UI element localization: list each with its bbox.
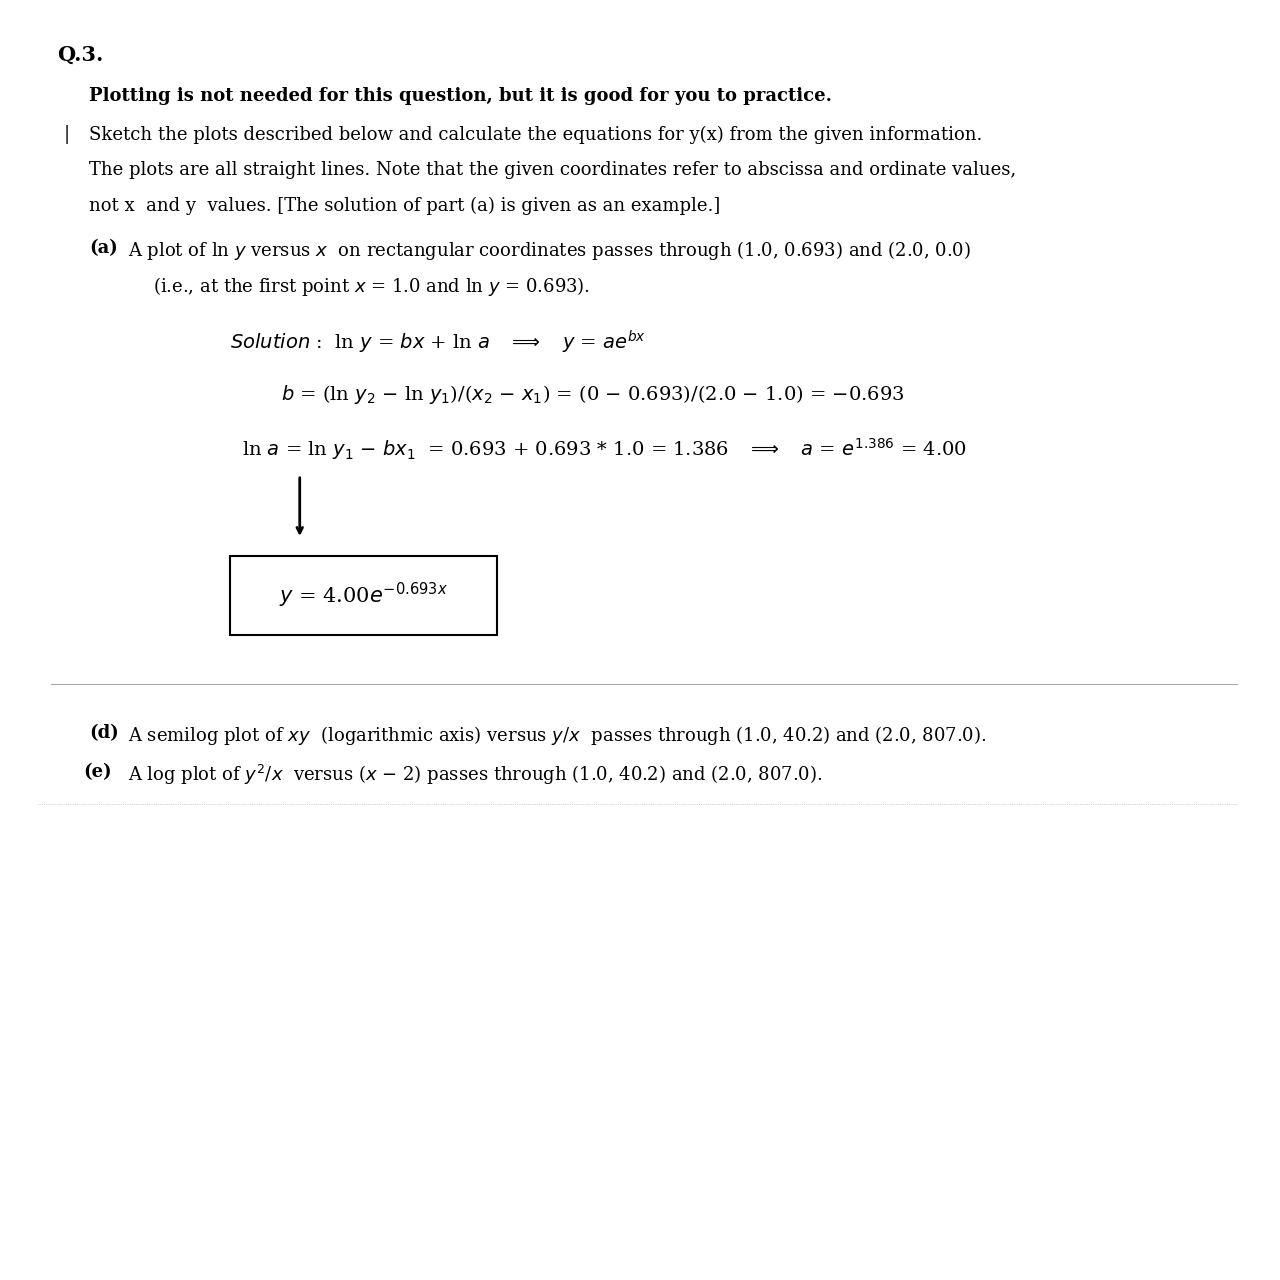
Text: A log plot of $y^2$/$x$  versus ($x$ $-$ 2) passes through (1.0, 40.2) and (2.0,: A log plot of $y^2$/$x$ versus ($x$ $-$ … <box>128 763 822 787</box>
FancyBboxPatch shape <box>229 556 498 635</box>
Text: The plots are all straight lines. Note that the given coordinates refer to absci: The plots are all straight lines. Note t… <box>90 161 1016 179</box>
Text: (d): (d) <box>90 724 119 742</box>
Text: $b$ = (ln $y_2$ $-$ ln $y_1$)/($x_2$ $-$ $x_1$) = (0 $-$ 0.693)/(2.0 $-$ 1.0) = : $b$ = (ln $y_2$ $-$ ln $y_1$)/($x_2$ $-$… <box>280 383 904 406</box>
Text: |: | <box>64 125 70 145</box>
Text: (i.e., at the first point $x$ = 1.0 and ln $y$ = 0.693).: (i.e., at the first point $x$ = 1.0 and … <box>154 275 590 298</box>
Text: A semilog plot of $xy$  (logarithmic axis) versus $y$/$x$  passes through (1.0, : A semilog plot of $xy$ (logarithmic axis… <box>128 724 986 748</box>
Text: Plotting is not needed for this question, but it is good for you to practice.: Plotting is not needed for this question… <box>90 87 832 105</box>
Text: not x  and y  values. [The solution of part (a) is given as an example.]: not x and y values. [The solution of par… <box>90 197 721 215</box>
Text: $Solution$ :  ln $y$ = $bx$ + ln $a$   $\Longrightarrow$   $y$ = $ae^{bx}$: $Solution$ : ln $y$ = $bx$ + ln $a$ $\Lo… <box>229 329 645 356</box>
Text: (e): (e) <box>83 763 111 781</box>
Text: $y$ = 4.00$e^{-0.693x}$: $y$ = 4.00$e^{-0.693x}$ <box>279 581 448 609</box>
Text: Sketch the plots described below and calculate the equations for y(x) from the g: Sketch the plots described below and cal… <box>90 125 983 143</box>
Text: Q.3.: Q.3. <box>58 45 104 65</box>
Text: ln $a$ = ln $y_1$ $-$ $bx_1$  = 0.693 + 0.693 * 1.0 = 1.386   $\Longrightarrow$ : ln $a$ = ln $y_1$ $-$ $bx_1$ = 0.693 + 0… <box>242 436 968 462</box>
Text: (a): (a) <box>90 239 118 257</box>
Text: A plot of ln $y$ versus $x$  on rectangular coordinates passes through (1.0, 0.6: A plot of ln $y$ versus $x$ on rectangul… <box>128 239 970 262</box>
